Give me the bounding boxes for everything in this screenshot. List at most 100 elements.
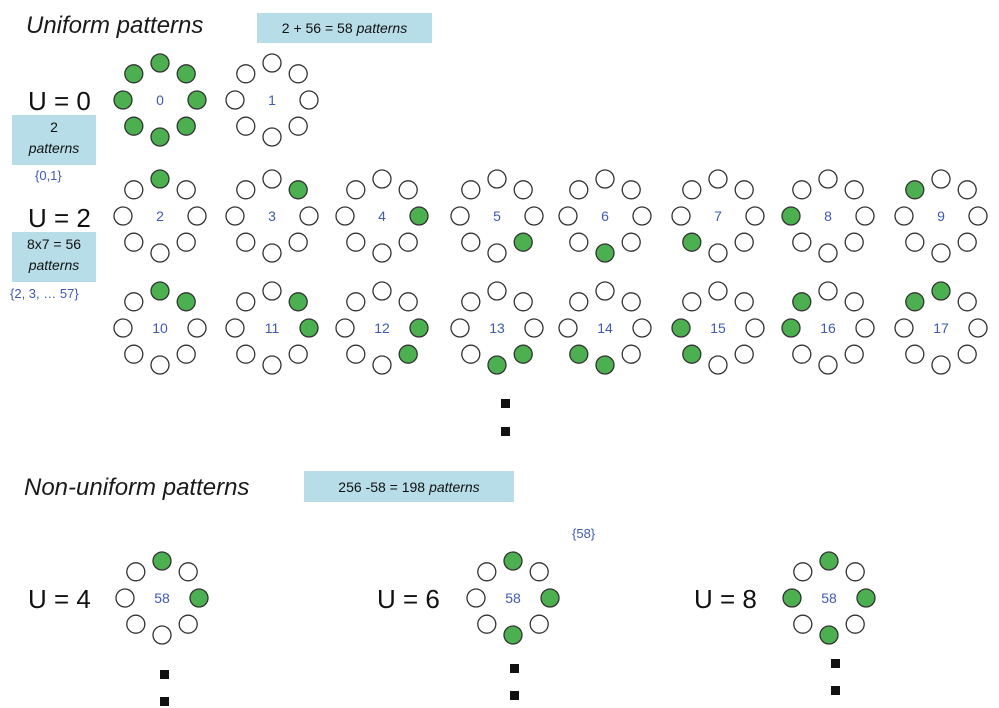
bit-off xyxy=(262,53,282,73)
bit-off xyxy=(461,180,481,200)
bit-on xyxy=(150,53,170,73)
u0-count-word: patterns xyxy=(28,140,80,156)
continuation-dot xyxy=(160,697,169,706)
nonuniform-count-expr: 256 -58 = 198 xyxy=(338,478,426,495)
bit-on xyxy=(124,64,144,84)
bit-off xyxy=(113,318,133,338)
pattern-label: 58 xyxy=(821,590,837,606)
pattern-label: 14 xyxy=(597,320,613,336)
bit-off xyxy=(621,180,641,200)
bit-off xyxy=(524,318,544,338)
pattern-label: 17 xyxy=(933,320,949,336)
bit-on xyxy=(782,588,802,608)
bit-off xyxy=(844,232,864,252)
bit-off xyxy=(236,116,256,136)
bit-off xyxy=(529,614,549,634)
u0-label: U = 0 xyxy=(28,86,91,116)
bit-off xyxy=(957,292,977,312)
pattern-58-ring: 58 xyxy=(115,551,209,645)
bit-off xyxy=(236,344,256,364)
pattern-label: 58 xyxy=(154,590,170,606)
bit-off xyxy=(513,292,533,312)
bit-off xyxy=(621,232,641,252)
bit-off xyxy=(262,243,282,263)
bit-on xyxy=(409,206,429,226)
bit-off xyxy=(513,180,533,200)
continuation-dot xyxy=(501,427,510,436)
nonuniform-count-word: patterns xyxy=(429,478,480,495)
pattern-11-ring: 11 xyxy=(225,281,319,375)
bit-off xyxy=(288,64,308,84)
pattern-label: 12 xyxy=(374,320,390,336)
u2-count-word: patterns xyxy=(28,257,80,273)
bit-off xyxy=(621,344,641,364)
bit-off xyxy=(855,318,875,338)
bit-off xyxy=(558,318,578,338)
bit-off xyxy=(708,355,728,375)
bit-on xyxy=(152,551,172,571)
bit-on xyxy=(176,64,196,84)
bit-off xyxy=(372,243,392,263)
bit-off xyxy=(957,232,977,252)
bit-on xyxy=(682,344,702,364)
u6-label: U = 6 xyxy=(377,584,440,614)
bit-off xyxy=(124,344,144,364)
pattern-13-ring: 13 xyxy=(450,281,544,375)
bit-off xyxy=(894,206,914,226)
bit-off xyxy=(288,344,308,364)
bit-off xyxy=(236,232,256,252)
bit-on xyxy=(569,344,589,364)
bit-off xyxy=(299,90,319,110)
bit-on xyxy=(682,232,702,252)
continuation-dot xyxy=(510,691,519,700)
bit-on xyxy=(187,90,207,110)
u0-count-box: 2 patterns xyxy=(12,115,96,165)
bit-off xyxy=(968,318,988,338)
bit-off xyxy=(734,344,754,364)
bit-off xyxy=(176,344,196,364)
bit-off xyxy=(818,243,838,263)
bit-off xyxy=(844,180,864,200)
bit-off xyxy=(262,169,282,189)
bit-off xyxy=(466,588,486,608)
pattern-16-ring: 16 xyxy=(781,281,875,375)
bit-off xyxy=(632,318,652,338)
bit-off xyxy=(126,562,146,582)
bit-off xyxy=(176,180,196,200)
bit-on xyxy=(176,116,196,136)
bit-on xyxy=(288,292,308,312)
pattern-label: 8 xyxy=(824,208,832,224)
bit-on xyxy=(189,588,209,608)
bit-on xyxy=(398,344,418,364)
bit-off xyxy=(461,232,481,252)
bit-on xyxy=(513,344,533,364)
bit-off xyxy=(671,206,691,226)
bit-on xyxy=(503,625,523,645)
bit-off xyxy=(621,292,641,312)
pattern-9-ring: 9 xyxy=(894,169,988,263)
bit-off xyxy=(595,169,615,189)
pattern-1-ring: 1 xyxy=(225,53,319,147)
bit-off xyxy=(792,232,812,252)
continuation-dot xyxy=(160,670,169,679)
bit-off xyxy=(487,281,507,301)
bit-on xyxy=(150,127,170,147)
bit-off xyxy=(450,318,470,338)
bit-off xyxy=(115,588,135,608)
pattern-10-ring: 10 xyxy=(113,281,207,375)
nonuniform-set-note: {58} xyxy=(572,526,596,541)
bit-off xyxy=(524,206,544,226)
u4-label: U = 4 xyxy=(28,584,91,614)
bit-off xyxy=(818,169,838,189)
bit-off xyxy=(152,625,172,645)
bit-on xyxy=(540,588,560,608)
bit-off xyxy=(262,355,282,375)
pattern-8-ring: 8 xyxy=(781,169,875,263)
bit-off xyxy=(477,614,497,634)
bit-off xyxy=(461,344,481,364)
pattern-label: 9 xyxy=(937,208,945,224)
bit-off xyxy=(236,292,256,312)
pattern-4-ring: 4 xyxy=(335,169,429,263)
pattern-label: 7 xyxy=(714,208,722,224)
